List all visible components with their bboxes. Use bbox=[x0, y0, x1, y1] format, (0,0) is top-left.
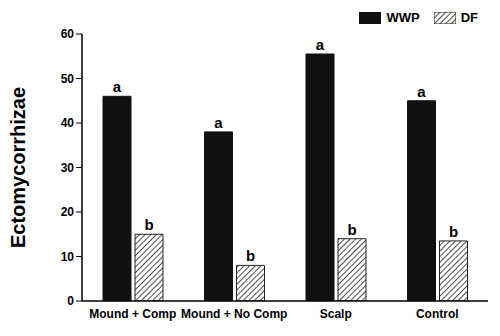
html-text:DF: DF bbox=[460, 10, 478, 25]
svg-text:30: 30 bbox=[61, 161, 75, 175]
svg-text:Ectomycorrhizae: Ectomycorrhizae bbox=[7, 87, 29, 248]
svg-text:a: a bbox=[417, 83, 426, 100]
svg-text:40: 40 bbox=[61, 116, 75, 130]
svg-text:Control: Control bbox=[416, 307, 459, 321]
svg-text:b: b bbox=[347, 221, 356, 238]
svg-text:0: 0 bbox=[67, 294, 74, 308]
svg-text:20: 20 bbox=[61, 205, 75, 219]
svg-text:a: a bbox=[113, 78, 122, 95]
svg-text:Mound + No Comp: Mound + No Comp bbox=[181, 307, 287, 321]
svg-text:Mound + Comp: Mound + Comp bbox=[89, 307, 176, 321]
svg-text:a: a bbox=[316, 36, 325, 53]
svg-text:10: 10 bbox=[61, 250, 75, 264]
html-text:WWP: WWP bbox=[386, 10, 420, 25]
svg-text:60: 60 bbox=[61, 27, 75, 41]
svg-text:b: b bbox=[449, 223, 458, 240]
svg-text:50: 50 bbox=[61, 72, 75, 86]
svg-text:a: a bbox=[214, 114, 223, 131]
svg-text:b: b bbox=[246, 247, 255, 264]
svg-text:b: b bbox=[144, 216, 153, 233]
svg-text:Scalp: Scalp bbox=[320, 307, 352, 321]
